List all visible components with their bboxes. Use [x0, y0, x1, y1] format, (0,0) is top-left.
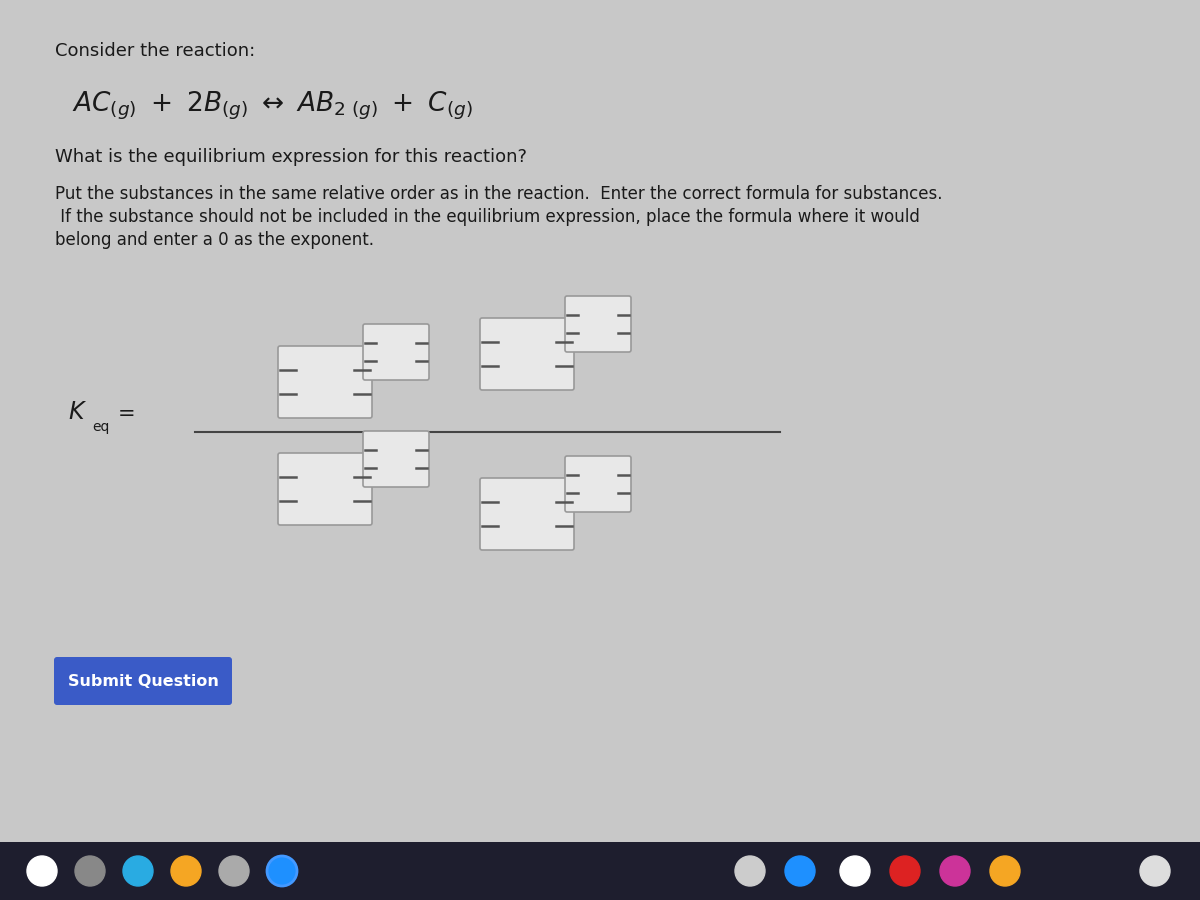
- Text: Consider the reaction:: Consider the reaction:: [55, 42, 256, 60]
- FancyBboxPatch shape: [278, 346, 372, 418]
- Text: If the substance should not be included in the equilibrium expression, place the: If the substance should not be included …: [55, 208, 920, 226]
- Text: eq: eq: [92, 420, 109, 434]
- Circle shape: [785, 856, 815, 886]
- Circle shape: [74, 856, 106, 886]
- Circle shape: [940, 856, 970, 886]
- Text: Put the substances in the same relative order as in the reaction.  Enter the cor: Put the substances in the same relative …: [55, 185, 942, 203]
- Circle shape: [266, 856, 298, 886]
- FancyBboxPatch shape: [480, 318, 574, 390]
- Circle shape: [840, 856, 870, 886]
- Text: $\mathit{AC}_{(g)}$$\mathit{\ +\ 2B}_{(g)}$$\ \leftrightarrow\ $$\mathit{AB}_{2\: $\mathit{AC}_{(g)}$$\mathit{\ +\ 2B}_{(g…: [72, 90, 473, 122]
- Circle shape: [28, 856, 58, 886]
- FancyBboxPatch shape: [364, 324, 430, 380]
- FancyBboxPatch shape: [565, 456, 631, 512]
- Circle shape: [990, 856, 1020, 886]
- Circle shape: [734, 856, 766, 886]
- Text: =: =: [118, 404, 136, 424]
- Text: belong and enter a 0 as the exponent.: belong and enter a 0 as the exponent.: [55, 231, 374, 249]
- Circle shape: [220, 856, 250, 886]
- Circle shape: [172, 856, 202, 886]
- FancyBboxPatch shape: [565, 296, 631, 352]
- Circle shape: [124, 856, 154, 886]
- FancyBboxPatch shape: [54, 657, 232, 705]
- FancyBboxPatch shape: [278, 453, 372, 525]
- Circle shape: [1140, 856, 1170, 886]
- Text: K: K: [68, 400, 84, 424]
- Circle shape: [890, 856, 920, 886]
- FancyBboxPatch shape: [480, 478, 574, 550]
- Text: What is the equilibrium expression for this reaction?: What is the equilibrium expression for t…: [55, 148, 527, 166]
- Text: Submit Question: Submit Question: [67, 673, 218, 689]
- Bar: [0, 842, 1200, 900]
- FancyBboxPatch shape: [364, 431, 430, 487]
